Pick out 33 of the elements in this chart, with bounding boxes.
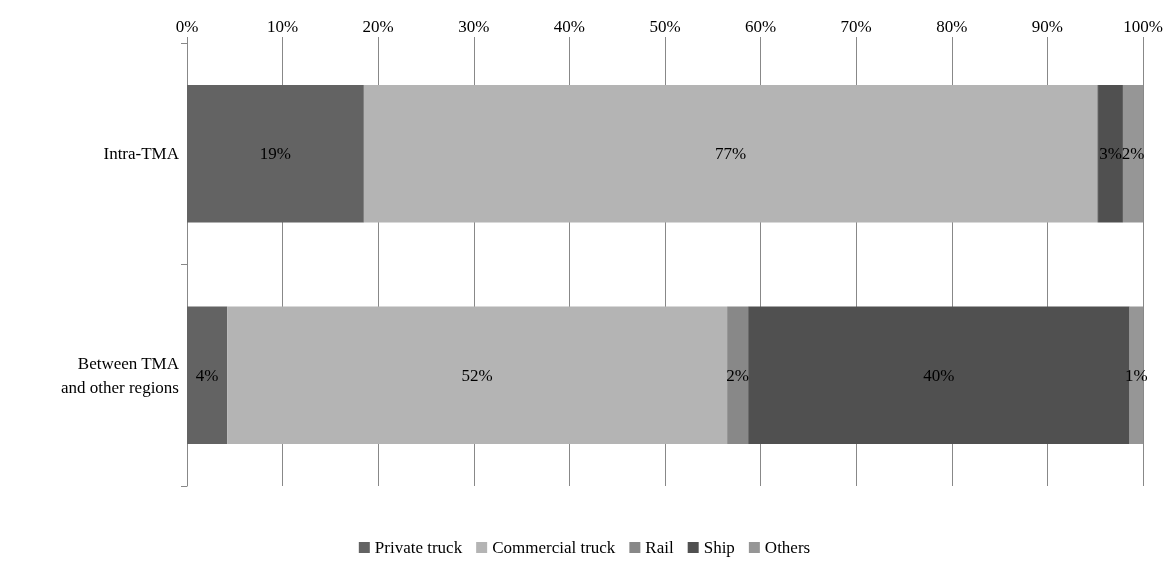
x-tick-label: 60%	[745, 17, 777, 36]
y-tick-label: Between TMA and other regions	[60, 353, 180, 397]
legend-label: Commercial truck	[492, 538, 616, 557]
data-label: 19%	[259, 144, 292, 164]
legend-label: Private truck	[374, 538, 463, 557]
legend-label: Ship	[703, 538, 735, 557]
bar	[1122, 85, 1143, 223]
legend-label: Others	[764, 538, 811, 557]
x-tick-label: 50%	[649, 17, 681, 36]
data-label: 2%	[1121, 144, 1145, 164]
bar	[187, 85, 364, 223]
bar	[1098, 85, 1123, 223]
data-label: 77%	[714, 144, 747, 164]
y-tick-label: Intra-TMA	[103, 144, 180, 164]
x-tick-label: 40%	[553, 17, 585, 36]
legend-label: Rail	[645, 538, 674, 557]
bar	[727, 306, 749, 444]
bar	[363, 85, 1098, 223]
x-tick-label: 10%	[267, 17, 299, 36]
data-label: 4%	[195, 365, 219, 385]
data-label: 2%	[726, 365, 749, 385]
x-tick-label: 80%	[936, 17, 968, 36]
data-label: 3%	[1099, 144, 1122, 164]
x-tick-label: 70%	[840, 17, 872, 36]
data-label: 40%	[923, 365, 955, 385]
bar	[227, 306, 728, 444]
x-tick-label: 30%	[458, 17, 490, 36]
x-tick-label: 100%	[1123, 17, 1163, 36]
bar	[187, 306, 228, 444]
x-tick-label: 0%	[175, 17, 199, 36]
data-label: 52%	[461, 365, 493, 385]
x-tick-label: 90%	[1031, 17, 1063, 36]
x-tick-label: 20%	[362, 17, 394, 36]
